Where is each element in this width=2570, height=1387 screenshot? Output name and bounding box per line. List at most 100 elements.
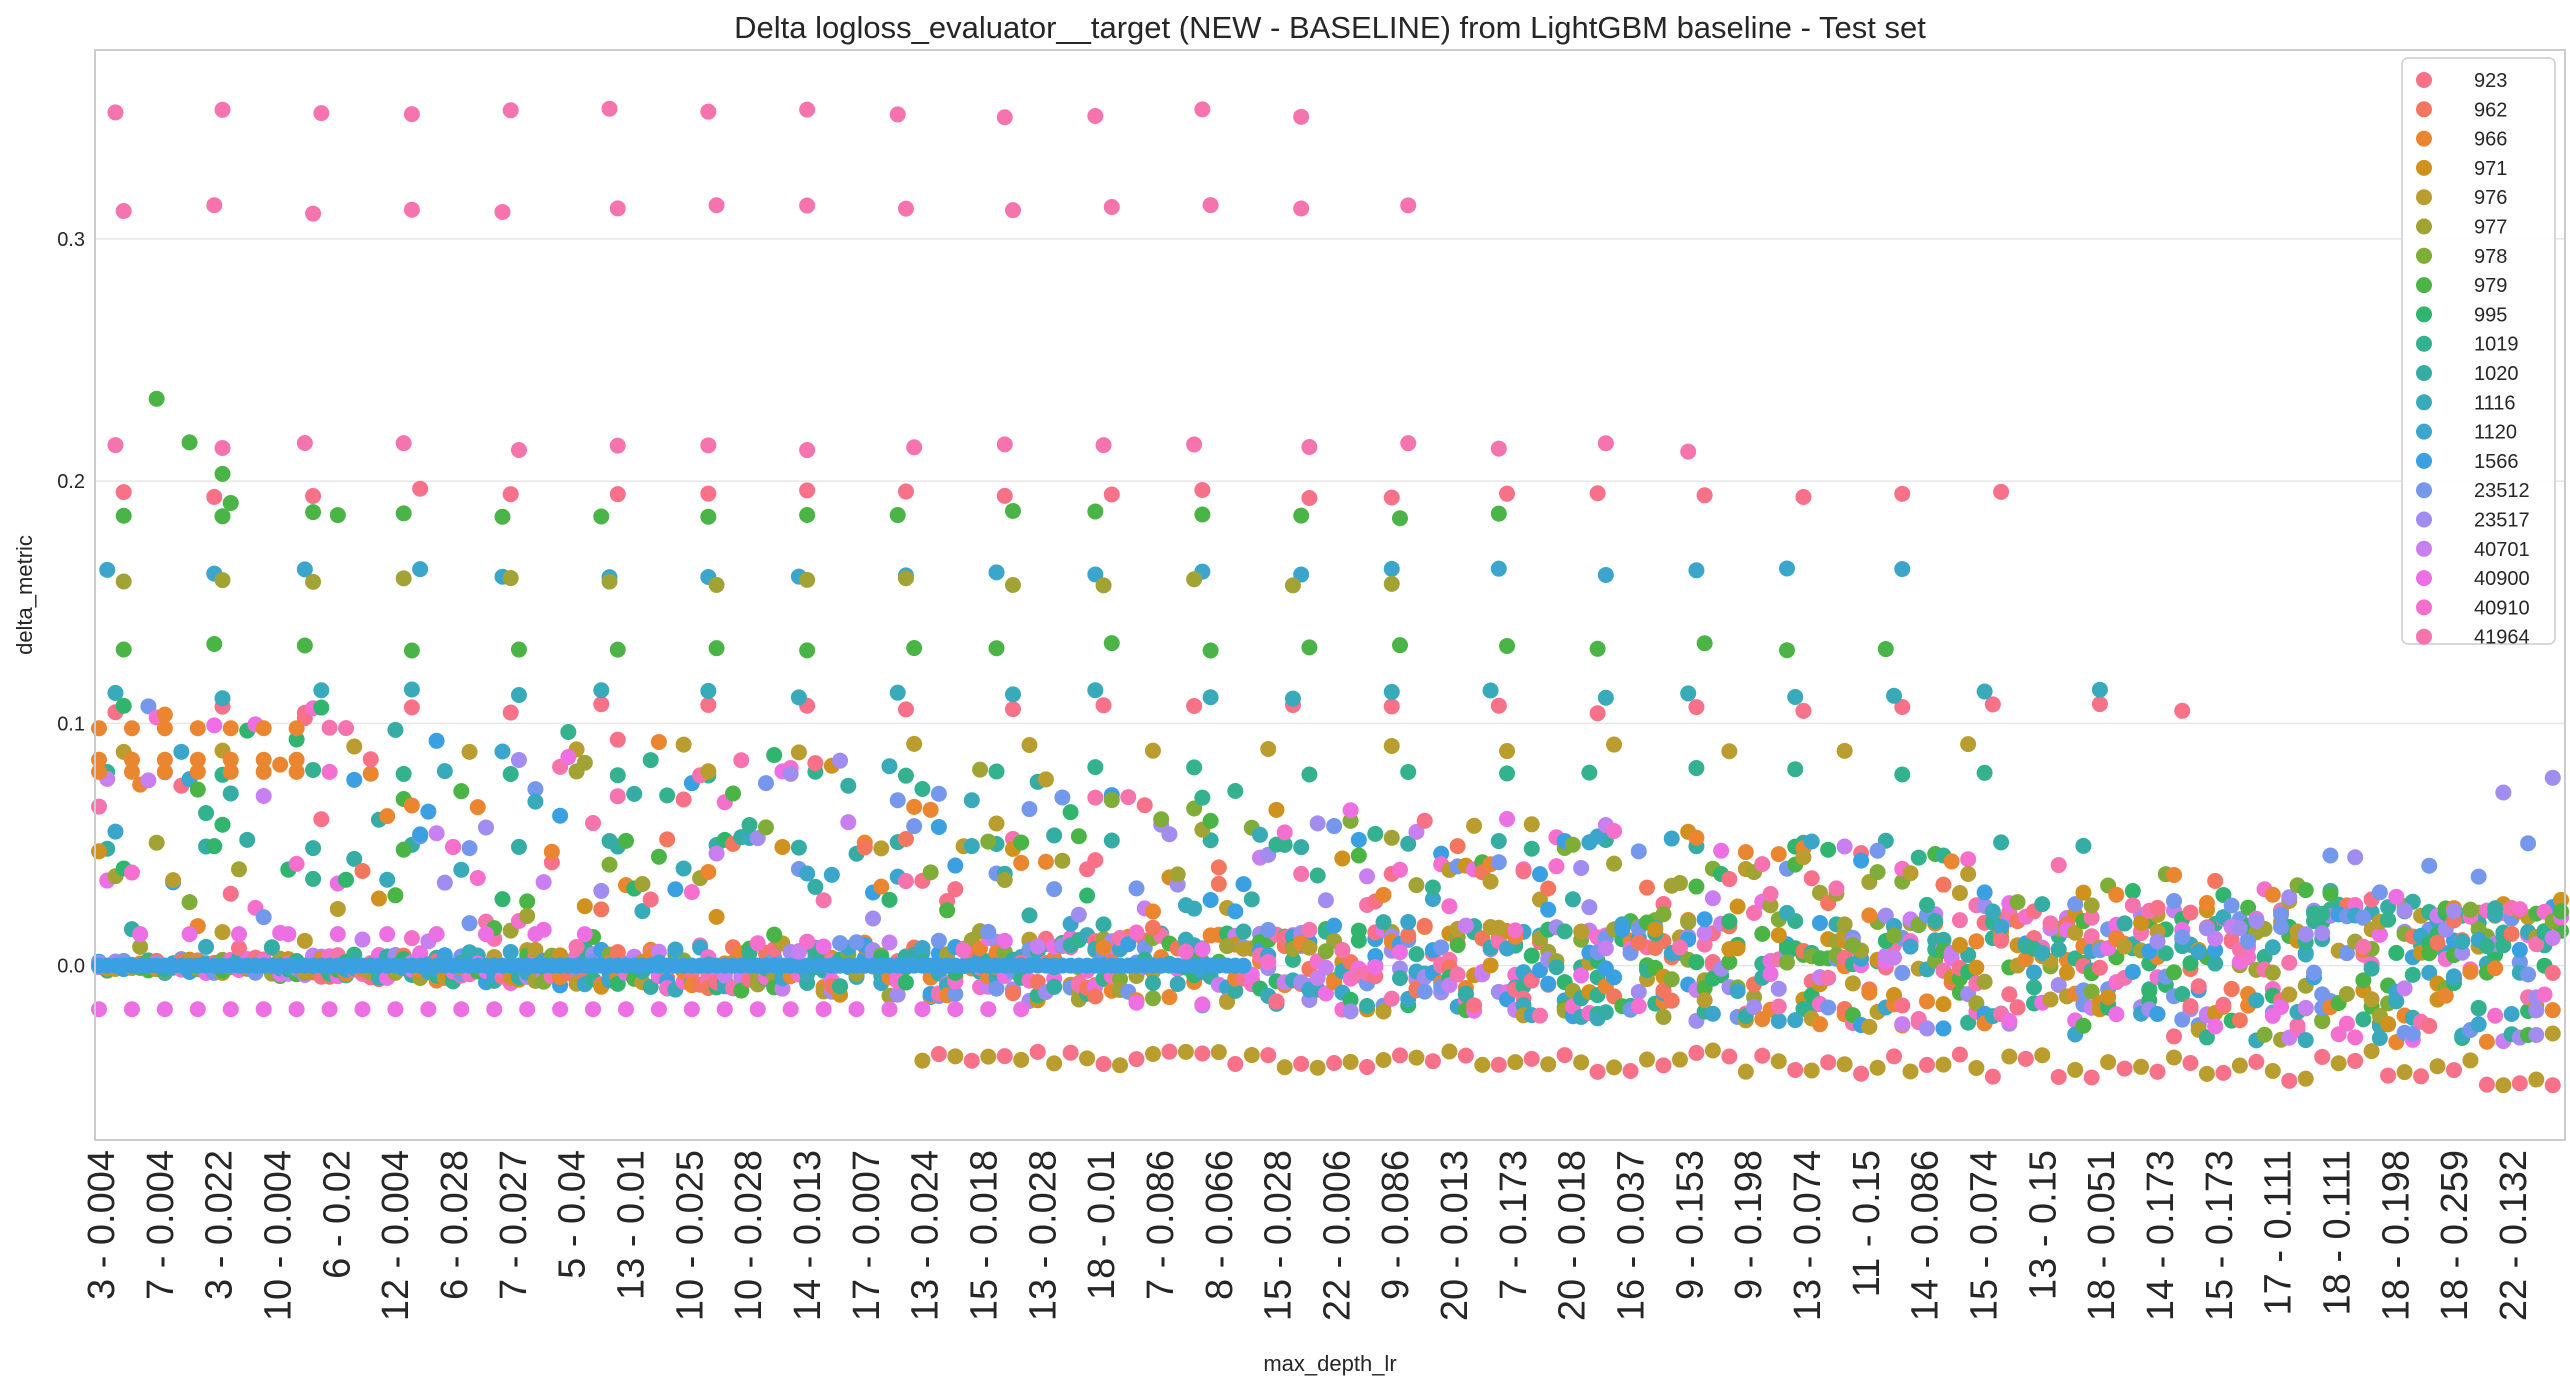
point-979 bbox=[1696, 635, 1713, 652]
point-976 bbox=[165, 872, 182, 889]
point-979 bbox=[708, 640, 725, 657]
point-23517 bbox=[1309, 815, 1326, 832]
point-1116 bbox=[2034, 944, 2051, 961]
point-977 bbox=[1054, 852, 1071, 869]
point-41964 bbox=[2528, 936, 2545, 953]
point-979 bbox=[1202, 642, 1219, 659]
point-995 bbox=[2141, 982, 2158, 999]
point-1116 bbox=[107, 684, 124, 701]
point-41964 bbox=[296, 435, 313, 452]
point-41964 bbox=[1696, 936, 1713, 953]
point-923 bbox=[1894, 698, 1911, 715]
point-976 bbox=[1235, 940, 1252, 957]
point-1116 bbox=[1597, 689, 1614, 706]
point-40900 bbox=[650, 1001, 667, 1018]
point-976 bbox=[1737, 1063, 1754, 1080]
point-976 bbox=[1803, 1062, 1820, 1079]
point-23512 bbox=[1433, 939, 1450, 956]
point-41964 bbox=[996, 109, 1013, 126]
point-995 bbox=[1062, 804, 1079, 821]
point-979 bbox=[494, 508, 511, 525]
point-41964 bbox=[1202, 197, 1219, 214]
point-1019 bbox=[502, 766, 519, 783]
point-923 bbox=[1589, 1063, 1606, 1080]
point-923 bbox=[1095, 697, 1112, 714]
point-923 bbox=[1227, 1055, 1244, 1072]
point-976 bbox=[1507, 1054, 1524, 1071]
point-977 bbox=[115, 573, 132, 590]
point-40900 bbox=[1317, 985, 1334, 1002]
point-41964 bbox=[1186, 436, 1203, 453]
point-1566 bbox=[1202, 892, 1219, 909]
point-979 bbox=[2075, 1017, 2092, 1034]
point-41964 bbox=[395, 435, 412, 452]
point-978 bbox=[1778, 954, 1795, 971]
point-41964 bbox=[708, 197, 725, 214]
point-1566 bbox=[1367, 947, 1384, 964]
point-976 bbox=[1309, 1059, 1326, 1076]
point-23512 bbox=[1820, 999, 1837, 1016]
point-41964 bbox=[1301, 438, 1318, 455]
point-977 bbox=[519, 907, 536, 924]
point-40910 bbox=[1128, 924, 1145, 941]
point-40701 bbox=[255, 787, 272, 804]
point-962 bbox=[2231, 1012, 2248, 1029]
point-1120 bbox=[2445, 968, 2462, 985]
point-923 bbox=[502, 486, 519, 503]
point-1020 bbox=[1597, 1004, 1614, 1021]
point-1116 bbox=[2371, 1030, 2388, 1047]
point-1120 bbox=[2470, 1016, 2487, 1033]
point-23517 bbox=[478, 819, 495, 836]
legend-label: 971 bbox=[2474, 158, 2507, 180]
point-40900 bbox=[206, 717, 223, 734]
point-23517 bbox=[2495, 784, 2512, 801]
point-41964 bbox=[2355, 938, 2372, 955]
point-979 bbox=[1350, 847, 1367, 864]
point-1020 bbox=[1927, 913, 1944, 930]
point-971 bbox=[2380, 1015, 2397, 1032]
point-23517 bbox=[2454, 944, 2471, 961]
point-966 bbox=[255, 751, 272, 768]
point-1566 bbox=[2124, 963, 2141, 980]
point-976 bbox=[1144, 742, 1161, 759]
point-962 bbox=[1087, 988, 1104, 1005]
point-979 bbox=[2322, 885, 2339, 902]
point-976 bbox=[1869, 1059, 1886, 1076]
point-41964 bbox=[1293, 108, 1310, 125]
point-1019 bbox=[914, 781, 931, 798]
legend-marker bbox=[2416, 511, 2432, 528]
point-979 bbox=[725, 785, 742, 802]
point-23512 bbox=[2223, 897, 2240, 914]
point-1116 bbox=[403, 681, 420, 698]
point-23512 bbox=[1490, 854, 1507, 871]
point-41964 bbox=[403, 106, 420, 123]
legend-label: 979 bbox=[2474, 275, 2507, 297]
point-976 bbox=[2281, 986, 2298, 1003]
point-1120 bbox=[1293, 566, 1310, 583]
point-976 bbox=[980, 1048, 997, 1065]
x-tick-label: 13 - 0.074 bbox=[1787, 1150, 1829, 1321]
point-977 bbox=[601, 573, 618, 590]
point-977 bbox=[2338, 985, 2355, 1002]
point-23512 bbox=[2371, 884, 2388, 901]
point-923 bbox=[1383, 698, 1400, 715]
point-979 bbox=[733, 982, 750, 999]
point-979 bbox=[2355, 972, 2372, 989]
point-1116 bbox=[1482, 682, 1499, 699]
point-1020 bbox=[626, 785, 643, 802]
point-1116 bbox=[593, 682, 610, 699]
point-966 bbox=[123, 763, 140, 780]
point-23512 bbox=[1260, 921, 1277, 938]
point-971 bbox=[1482, 957, 1499, 974]
point-1120 bbox=[1499, 940, 1516, 957]
point-1116 bbox=[2264, 939, 2281, 956]
point-966 bbox=[2478, 1033, 2495, 1050]
x-tick-label: 15 - 0.074 bbox=[1964, 1150, 2006, 1321]
point-923 bbox=[2421, 1017, 2438, 1034]
point-1120 bbox=[1424, 891, 1441, 908]
point-40910 bbox=[1630, 998, 1647, 1015]
point-971 bbox=[91, 843, 107, 860]
point-1019 bbox=[897, 767, 914, 784]
point-979 bbox=[617, 832, 634, 849]
point-976 bbox=[1112, 1057, 1129, 1074]
